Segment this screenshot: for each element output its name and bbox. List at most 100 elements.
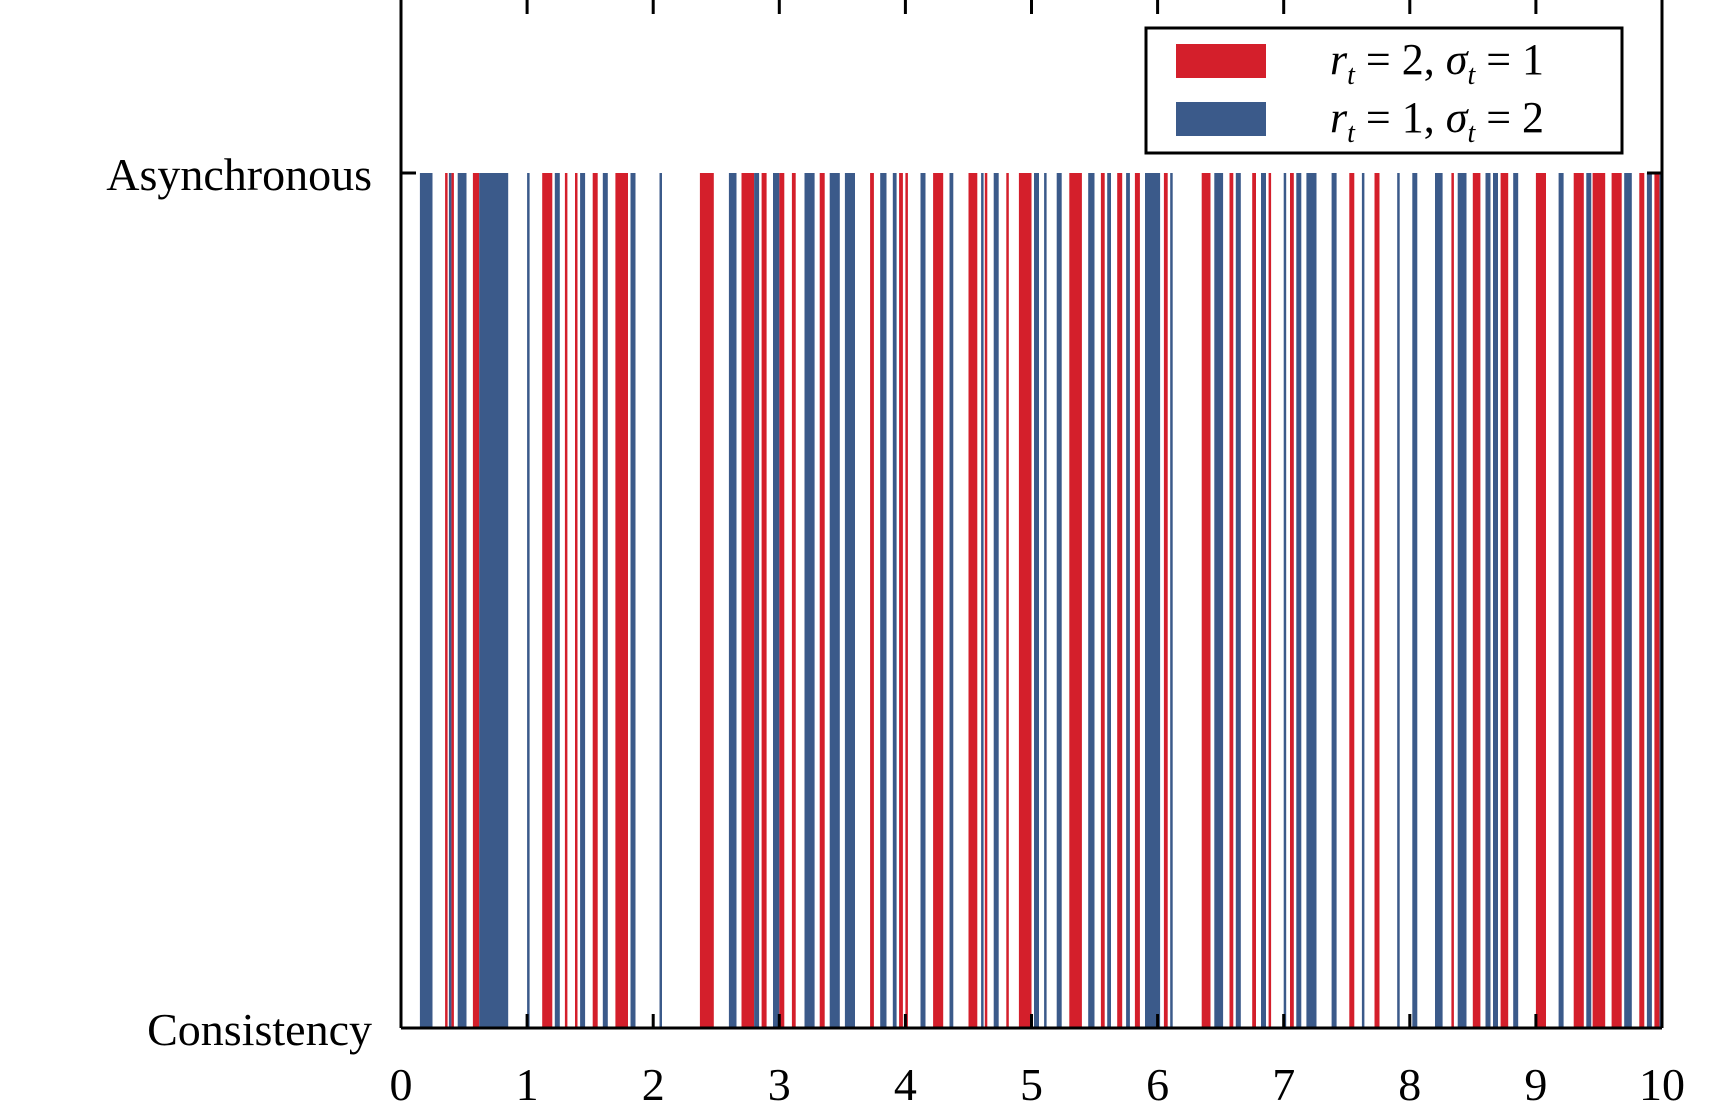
bar-series1-8	[630, 173, 636, 1028]
bar-series1-13	[804, 173, 815, 1028]
bar-series0-7	[615, 173, 628, 1028]
bar-series1-18	[920, 173, 926, 1028]
bar-series0-4	[564, 173, 568, 1028]
legend-label-red: rt = 2, σt = 1	[1330, 35, 1544, 91]
x-ticks: 0 1 2 3 4 5 6 7 8 9 10	[390, 0, 1685, 1110]
bar-series0-21	[1018, 173, 1032, 1028]
bar-series1-48	[1646, 173, 1652, 1028]
bar-series0-36	[1500, 173, 1509, 1028]
bar-series0-24	[1117, 173, 1123, 1028]
bar-series1-46	[1586, 173, 1592, 1028]
bar-series1-33	[1283, 173, 1287, 1028]
bar-series1-35	[1306, 173, 1317, 1028]
bar-series1-42	[1485, 173, 1491, 1028]
bar-series1-14	[829, 173, 840, 1028]
bar-series0-12	[791, 173, 796, 1028]
bar-series0-11	[779, 173, 785, 1028]
bar-series1-34	[1296, 173, 1302, 1028]
bar-series0-34	[1451, 173, 1454, 1028]
x-tick-label-3: 3	[768, 1059, 791, 1110]
bar-series1-29	[1170, 173, 1173, 1028]
bar-series0-32	[1349, 173, 1355, 1028]
bar-series0-3	[542, 173, 553, 1028]
bar-series0-27	[1201, 173, 1211, 1028]
bar-series1-16	[880, 173, 887, 1028]
bar-series1-38	[1397, 173, 1400, 1028]
bar-series0-6	[592, 173, 598, 1028]
bar-series1-30	[1214, 173, 1224, 1028]
bar-series0-19	[984, 173, 988, 1028]
bar-series1-31	[1235, 173, 1241, 1028]
bar-series0-42	[1654, 173, 1660, 1028]
bar-series1-47	[1624, 173, 1632, 1028]
bar-series1-19	[949, 173, 954, 1028]
legend-swatch-red	[1176, 44, 1266, 78]
bar-series1-7	[602, 173, 608, 1028]
bar-series1-15	[844, 173, 855, 1028]
bar-series1-27	[1126, 173, 1130, 1028]
bar-series1-45	[1558, 173, 1564, 1028]
bar-series1-43	[1493, 173, 1498, 1028]
bar-series0-37	[1535, 173, 1546, 1028]
bar-series1-12	[773, 173, 780, 1028]
x-tick-label-0: 0	[390, 1059, 413, 1110]
x-tick-label-4: 4	[894, 1059, 917, 1110]
bar-series0-35	[1472, 173, 1481, 1028]
bar-series1-36	[1331, 173, 1337, 1028]
bars-layer	[419, 173, 1662, 1028]
bar-series1-11	[754, 173, 760, 1028]
bar-series1-24	[1056, 173, 1062, 1028]
x-tick-label-8: 8	[1398, 1059, 1421, 1110]
legend-label-blue: rt = 1, σt = 2	[1330, 93, 1544, 149]
legend: rt = 2, σt = 1 rt = 1, σt = 2	[1144, 26, 1624, 155]
bar-series0-38	[1573, 173, 1584, 1028]
bar-series0-29	[1252, 173, 1256, 1028]
bar-series0-23	[1100, 173, 1105, 1028]
bar-series0-30	[1268, 173, 1272, 1028]
bar-series0-40	[1611, 173, 1622, 1028]
x-tick-label-7: 7	[1272, 1059, 1295, 1110]
bar-series0-13	[819, 173, 825, 1028]
x-tick-label-5: 5	[1020, 1059, 1043, 1110]
bar-series0-41	[1639, 173, 1645, 1028]
bar-series0-0	[445, 173, 448, 1028]
bar-series0-1	[451, 173, 454, 1028]
bar-series0-26	[1163, 173, 1168, 1028]
legend-swatch-blue	[1176, 102, 1266, 136]
bar-series1-5	[554, 173, 560, 1028]
bar-series0-5	[575, 173, 578, 1028]
bar-series0-2	[472, 173, 480, 1028]
bar-series0-14	[870, 173, 874, 1028]
bar-series0-39	[1592, 173, 1606, 1028]
bar-series1-1	[448, 173, 452, 1028]
bar-series0-9	[741, 173, 755, 1028]
bar-series0-10	[761, 173, 767, 1028]
x-tick-label-10: 10	[1639, 1059, 1685, 1110]
y-tick-label-consistency: Consistency	[147, 1004, 372, 1055]
bar-series0-25	[1134, 173, 1140, 1028]
bar-series0-33	[1374, 173, 1380, 1028]
bar-series1-28	[1145, 173, 1161, 1028]
bar-series1-26	[1107, 173, 1111, 1028]
bar-series1-2	[457, 173, 467, 1028]
bar-series1-20	[981, 173, 984, 1028]
bar-series1-25	[1088, 173, 1095, 1028]
bar-series1-32	[1261, 173, 1266, 1028]
bar-series1-23	[1044, 173, 1047, 1028]
bar-series0-17	[933, 173, 944, 1028]
bar-series1-22	[1034, 173, 1039, 1028]
bar-series1-39	[1412, 173, 1418, 1028]
x-tick-label-1: 1	[516, 1059, 539, 1110]
bar-series1-44	[1513, 173, 1519, 1028]
bar-series1-37	[1361, 173, 1365, 1028]
bar-series0-20	[1006, 173, 1009, 1028]
x-tick-label-9: 9	[1524, 1059, 1547, 1110]
x-tick-label-2: 2	[642, 1059, 665, 1110]
x-tick-label-6: 6	[1146, 1059, 1169, 1110]
bar-series0-8	[699, 173, 714, 1028]
bar-series0-15	[899, 173, 903, 1028]
bar-series1-40	[1435, 173, 1443, 1028]
bar-series0-18	[968, 173, 978, 1028]
bar-series1-0	[419, 173, 433, 1028]
